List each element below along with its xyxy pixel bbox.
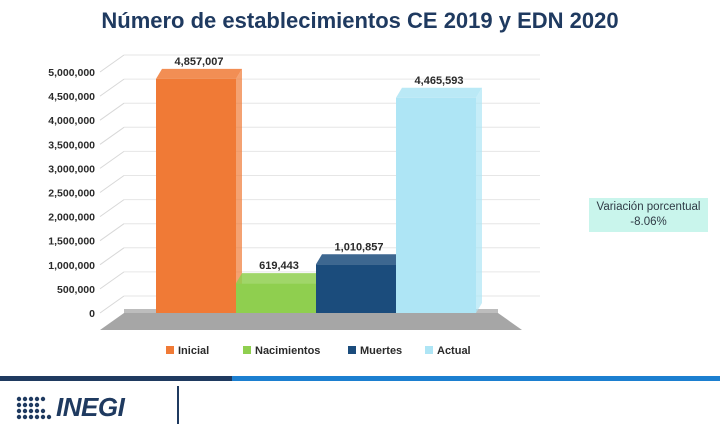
- y-tick-label: 2,000,000: [48, 212, 95, 224]
- inegi-dots-icon: [16, 396, 52, 419]
- grid-line-side: [99, 199, 125, 218]
- grid-line-side: [99, 223, 125, 242]
- grid-line-side: [99, 247, 125, 266]
- y-tick-label: 2,500,000: [48, 188, 95, 200]
- footer-divider: [177, 386, 179, 424]
- logo-text: INEGI: [56, 392, 125, 422]
- grid-line-side: [99, 54, 125, 73]
- y-tick-label: 3,500,000: [48, 139, 95, 151]
- grid-line-side: [99, 175, 125, 193]
- grid-line-side: [99, 126, 125, 145]
- data-label: 4,857,007: [175, 56, 224, 68]
- bar-top: [316, 254, 402, 265]
- y-tick-label: 500,000: [57, 284, 95, 296]
- legend-swatch: [425, 346, 433, 354]
- data-label: 1,010,857: [335, 241, 384, 253]
- legend-label: Muertes: [360, 345, 402, 357]
- bar-muertes: [316, 264, 396, 313]
- footer-accent-bar: [232, 376, 720, 381]
- chart-floor: [100, 313, 522, 330]
- legend-swatch: [348, 346, 356, 354]
- variation-box: Variación porcentual -8.06%: [589, 198, 708, 232]
- bar-side: [236, 68, 242, 313]
- legend-swatch: [166, 346, 174, 354]
- y-tick-label: 4,500,000: [48, 91, 95, 103]
- legend-swatch: [243, 346, 251, 354]
- y-tick-label: 1,000,000: [48, 260, 95, 272]
- data-label: 619,443: [259, 260, 299, 272]
- y-tick-label: 4,000,000: [48, 115, 95, 127]
- bar-chart: 0 500,000 1,000,000 1,500,000 2,000,000 2,500…: [48, 54, 540, 357]
- bar-nacimientos: [236, 283, 316, 313]
- legend-label: Inicial: [178, 345, 209, 357]
- grid-line-side: [99, 271, 125, 290]
- bar-inicial: [156, 78, 236, 313]
- bar-side: [476, 87, 482, 313]
- data-label: 4,465,593: [415, 75, 464, 87]
- grid-line-side: [99, 78, 125, 97]
- bar-top: [156, 68, 242, 79]
- chart-title: Número de establecimientos CE 2019 y EDN…: [101, 8, 619, 33]
- bar-top: [396, 87, 482, 98]
- bar-top: [236, 273, 322, 284]
- variation-label: Variación porcentual: [596, 201, 701, 213]
- bar-actual: [396, 97, 476, 313]
- legend-label: Nacimientos: [255, 345, 320, 357]
- variation-value: -8.06%: [630, 216, 667, 228]
- grid-line-side: [99, 150, 125, 169]
- y-tick-label: 5,000,000: [48, 67, 95, 79]
- legend-label: Actual: [437, 345, 471, 357]
- grid-line-side: [99, 295, 125, 314]
- y-tick-label: 1,500,000: [48, 236, 95, 248]
- y-tick-label: 0: [89, 308, 95, 320]
- inegi-logo: INEGI: [16, 392, 125, 423]
- y-tick-label: 3,000,000: [48, 163, 95, 175]
- grid-line-side: [99, 102, 125, 121]
